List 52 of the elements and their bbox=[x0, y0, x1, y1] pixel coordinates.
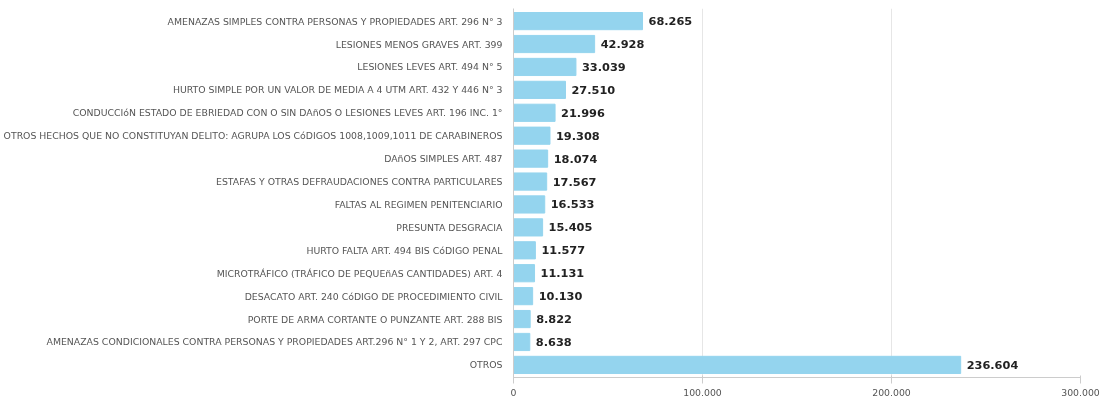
data-label: 8.822 bbox=[536, 312, 573, 327]
data-label: 18.074 bbox=[553, 151, 598, 166]
bar bbox=[513, 34, 596, 54]
data-label: 17.567 bbox=[552, 174, 597, 189]
bar bbox=[513, 172, 548, 191]
data-label: 8.638 bbox=[535, 334, 572, 349]
bar bbox=[513, 332, 531, 352]
y-tick-label: LESIONES LEVES ART. 494 N° 5 bbox=[357, 61, 503, 73]
bar bbox=[513, 309, 531, 329]
y-tick-label: DESACATO ART. 240 CóDIGO DE PROCEDIMIENTO CIVIL bbox=[244, 290, 504, 302]
y-tick-label: ESTAFAS Y OTRAS DEFRAUDACIONES CONTRA PARTICULARES bbox=[216, 176, 503, 188]
x-tick-label: 100.000 bbox=[683, 386, 722, 398]
bar bbox=[513, 103, 556, 122]
data-label: 11.577 bbox=[541, 243, 586, 258]
data-label: 15.405 bbox=[548, 220, 593, 235]
data-label: 21.996 bbox=[561, 105, 605, 120]
data-label: 10.130 bbox=[538, 289, 583, 304]
data-label: 236.604 bbox=[966, 357, 1019, 372]
bar bbox=[513, 264, 536, 283]
y-tick-label: HURTO SIMPLE POR UN VALOR DE MEDIA A 4 UTM ART. 432 Y 446 N° 3 bbox=[172, 84, 503, 96]
bar bbox=[513, 80, 566, 99]
y-tick-label: HURTO FALTA ART. 494 BIS CóDIGO PENAL bbox=[306, 244, 504, 256]
data-label: 16.533 bbox=[550, 197, 595, 212]
y-tick-label: PORTE DE ARMA CORTANTE O PUNZANTE ART. 288 BIS bbox=[247, 313, 503, 325]
y-tick-label: OTROS HECHOS QUE NO CONSTITUYAN DELITO: AGRUPA LOS CóDIGOS 1008,1009,1011 DE CARABINEROS bbox=[3, 130, 503, 142]
y-tick-label: FALTAS AL REGIMEN PENITENCIARIO bbox=[334, 198, 503, 210]
y-tick-label: OTROS bbox=[469, 359, 503, 371]
y-tick-label: PRESUNTA DESGRACIA bbox=[396, 221, 504, 233]
y-tick-label: MICROTRÁFICO (TRÁFICO DE PEQUEñAS CANTIDADES) ART. 4 bbox=[216, 267, 503, 279]
data-label: 27.510 bbox=[571, 82, 616, 97]
data-label: 19.308 bbox=[555, 128, 600, 143]
bar bbox=[513, 195, 546, 214]
data-label: 68.265 bbox=[648, 14, 693, 29]
bar bbox=[513, 241, 536, 260]
data-label: 11.131 bbox=[540, 266, 585, 281]
bar bbox=[513, 149, 549, 168]
bar bbox=[513, 12, 644, 31]
y-tick-label: CONDUCCIóN ESTADO DE EBRIEDAD CON O SIN DAñOS O LESIONES LEVES ART. 196 INC. 1° bbox=[72, 107, 503, 119]
bar bbox=[513, 218, 544, 237]
bar bbox=[513, 355, 962, 374]
bar bbox=[513, 287, 534, 306]
y-tick-label: LESIONES MENOS GRAVES ART. 399 bbox=[335, 38, 503, 50]
data-label: 42.928 bbox=[600, 37, 645, 52]
x-tick-label: 0 bbox=[510, 386, 517, 398]
bar bbox=[513, 126, 551, 145]
y-tick-label: AMENAZAS CONDICIONALES CONTRA PERSONAS Y PROPIEDADES ART.296 N° 1 Y 2, ART. 297 CPC bbox=[46, 336, 503, 348]
data-label: 33.039 bbox=[581, 59, 626, 74]
bar bbox=[513, 57, 577, 77]
x-tick-label: 200.000 bbox=[872, 386, 911, 398]
y-tick-label: DAñOS SIMPLES ART. 487 bbox=[384, 153, 503, 165]
y-tick-label: AMENAZAS SIMPLES CONTRA PERSONAS Y PROPIEDADES ART. 296 N° 3 bbox=[167, 15, 503, 27]
x-tick-label: 300.000 bbox=[1061, 386, 1100, 398]
